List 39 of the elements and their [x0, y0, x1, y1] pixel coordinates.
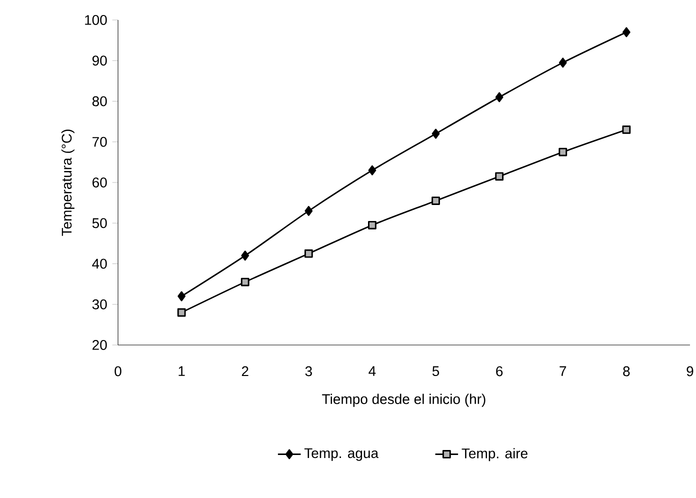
x-tick-label: 3	[305, 366, 312, 376]
x-tick-label: 1	[178, 366, 185, 376]
point	[240, 278, 250, 286]
x-axis-title: Tiempo desde el inicio (hr)	[322, 394, 486, 407]
point	[368, 165, 376, 176]
y-tick-label: 90	[92, 56, 107, 66]
x-tick-label: 7	[560, 366, 566, 376]
x-tick-label: 6	[496, 366, 503, 376]
y-axis-title: Temperatura (°C)	[61, 130, 74, 236]
y-tick-label: 80	[92, 96, 107, 106]
point	[622, 125, 631, 134]
y-tick-label: 70	[92, 136, 107, 147]
point	[304, 206, 313, 216]
point	[622, 27, 630, 38]
x-tick-label: 2	[242, 366, 248, 376]
y-tick-label: 100	[85, 15, 107, 25]
point	[241, 250, 250, 261]
point	[368, 220, 376, 230]
legend-label: Temp. agua	[304, 448, 379, 461]
point	[432, 196, 440, 205]
y-tick-label: 30	[92, 299, 107, 310]
point	[177, 308, 186, 317]
x-tick-label: 0	[114, 366, 122, 376]
point	[558, 58, 567, 68]
y-tick-label: 60	[92, 178, 107, 188]
y-tick-label: 40	[92, 258, 107, 269]
point	[558, 148, 568, 156]
x-tick-label: 8	[623, 366, 630, 376]
point	[304, 249, 313, 258]
y-tick-label: 50	[92, 218, 107, 228]
x-tick-label: 4	[368, 366, 376, 376]
legend-label: Temp. aire	[462, 448, 528, 462]
point	[178, 291, 186, 302]
point	[495, 92, 504, 102]
x-tick-label: 5	[432, 366, 440, 376]
point	[495, 172, 504, 181]
point	[432, 128, 440, 139]
x-tick-label: 9	[686, 366, 694, 376]
y-tick-label: 20	[92, 340, 107, 350]
